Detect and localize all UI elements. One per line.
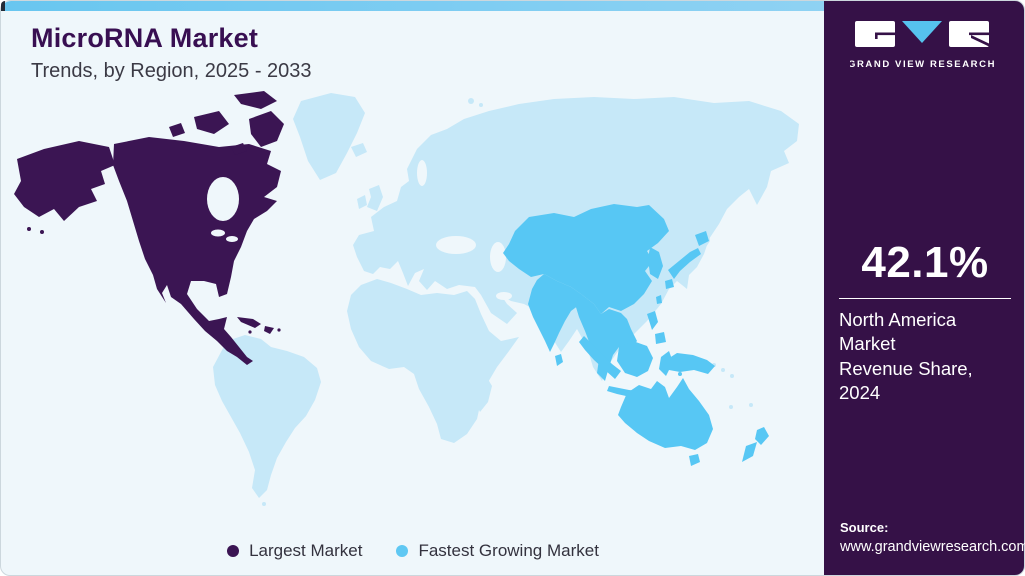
- stat-label-line1: North America Market: [839, 309, 957, 355]
- stat-label-line2: Revenue Share, 2024: [839, 357, 973, 404]
- stats-sidebar: GRAND VIEW RESEARCH 42.1% North America …: [824, 0, 1025, 576]
- source-block: Source: www.grandviewresearch.com: [840, 520, 1025, 555]
- stat-value: 42.1%: [861, 238, 989, 287]
- largest-market-dot-icon: [227, 545, 240, 557]
- legend-item-fastest: Fastest Growing Market: [396, 541, 599, 561]
- north-america-water: [207, 177, 239, 242]
- top-accent-bar-cap: [1, 1, 5, 11]
- source-url: www.grandviewresearch.com: [840, 539, 1025, 555]
- page-subtitle: Trends, by Region, 2025 - 2033: [31, 60, 312, 82]
- stat-divider: [839, 298, 1011, 299]
- region-north-america: [14, 91, 284, 365]
- map-legend: Largest Market Fastest Growing Market: [1, 541, 825, 561]
- sea-cutouts: [417, 160, 512, 300]
- stat-block: 42.1% North America Market Revenue Share…: [839, 238, 1011, 406]
- page-title: MicroRNA Market: [31, 23, 259, 53]
- map-panel: MicroRNA Market Trends, by Region, 2025 …: [0, 0, 825, 576]
- legend-item-largest: Largest Market: [227, 541, 362, 561]
- stat-label: North America Market Revenue Share, 2024: [839, 308, 1011, 406]
- top-accent-bar: [1, 1, 825, 11]
- region-asia-pacific: [503, 204, 769, 466]
- source-label: Source:: [840, 520, 889, 535]
- brand-logo: GRAND VIEW RESEARCH: [824, 21, 1025, 73]
- world-map: [9, 89, 809, 519]
- legend-label-fastest: Fastest Growing Market: [418, 541, 599, 560]
- legend-label-largest: Largest Market: [249, 541, 363, 560]
- fastest-growing-dot-icon: [396, 545, 409, 557]
- brand-name: GRAND VIEW RESEARCH: [850, 59, 996, 70]
- gvr-logo-icon: GRAND VIEW RESEARCH: [850, 21, 996, 70]
- header: MicroRNA Market Trends, by Region, 2025 …: [31, 23, 312, 83]
